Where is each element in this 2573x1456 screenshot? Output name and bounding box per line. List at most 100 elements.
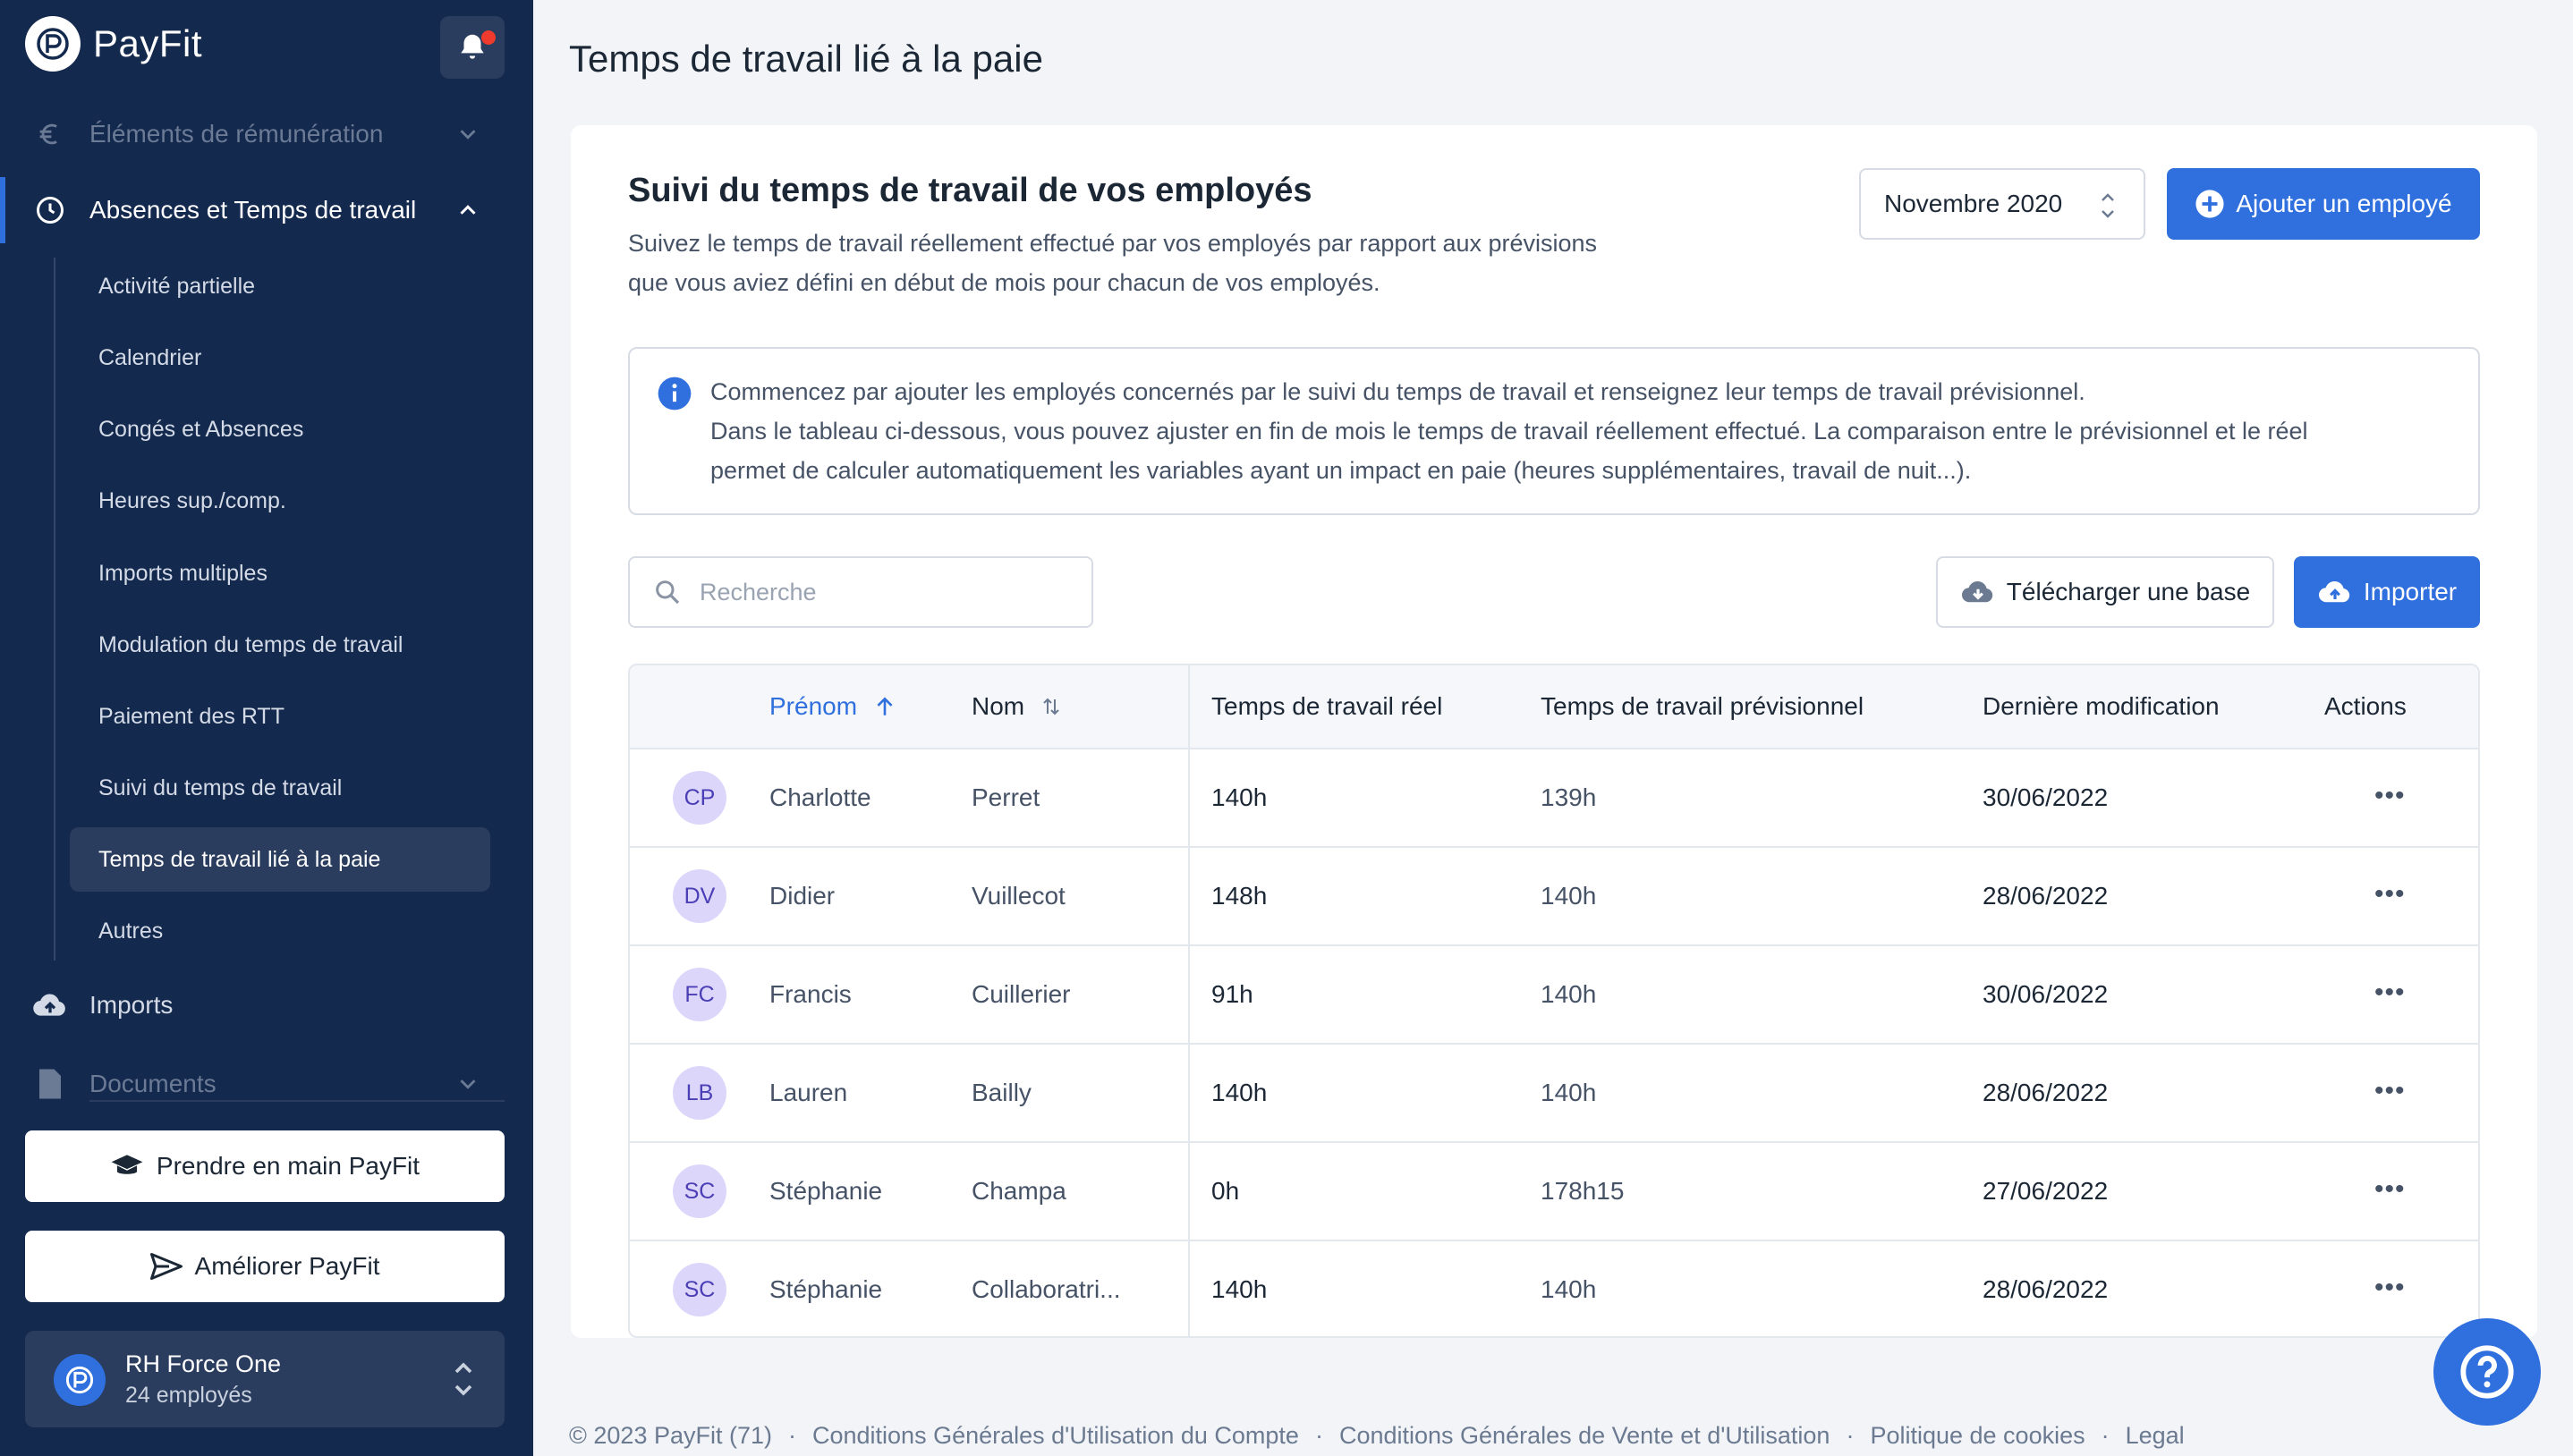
footer-link-cgu[interactable]: Conditions Générales d'Utilisation du Co… [812,1422,1299,1449]
more-actions-icon[interactable]: ••• [2374,879,2406,909]
time-tracking-card: Suivi du temps de travail de vos employé… [571,125,2537,1338]
table-row[interactable]: FC Francis Cuillerier 91h 140h 30/06/202… [630,946,2478,1045]
cell-real-time[interactable]: 140h [1211,783,1268,811]
sidebar-item-paiement-rtt[interactable]: Paiement des RTT [98,703,284,729]
column-header-label: Prénom [769,692,858,720]
cell-last-name: Champa [972,1177,1066,1205]
avatar: DV [673,869,726,923]
more-actions-icon[interactable]: ••• [2374,1174,2406,1204]
footer-link-legal[interactable]: Legal [2125,1422,2185,1449]
company-name: RH Force One [125,1350,282,1377]
sidebar-item-heures-sup[interactable]: Heures sup./comp. [98,487,286,513]
info-text-line: Dans le tableau ci-dessous, vous pouvez … [710,418,2308,444]
footer-link-cookies[interactable]: Politique de cookies [1870,1422,2085,1449]
column-header-first-name[interactable]: Prénom [769,692,896,721]
onboarding-label: Prendre en main PayFit [156,1152,420,1180]
cell-last-modified: 27/06/2022 [1983,1177,2109,1205]
notifications-button[interactable] [440,16,505,79]
sidebar-item-imports-multiples[interactable]: Imports multiples [98,560,267,586]
nav-documents[interactable]: Documents [0,1057,533,1111]
download-base-button[interactable]: Télécharger une base [1936,556,2274,628]
cell-real-time[interactable]: 148h [1211,882,1268,910]
cell-first-name: Stéphanie [769,1275,883,1303]
cell-last-name: Collaboratri... [972,1275,1121,1303]
avatar: CP [673,771,726,825]
help-button[interactable] [2433,1318,2541,1426]
table-row[interactable]: SC Stéphanie Champa 0h 178h15 27/06/2022… [630,1143,2478,1241]
info-text-line: Commencez par ajouter les employés conce… [710,378,2085,405]
card-title: Suivi du temps de travail de vos employé… [628,172,1312,209]
cell-last-name: Bailly [972,1079,1032,1106]
improve-label: Améliorer PayFit [194,1252,380,1280]
company-switcher[interactable]: RH Force One 24 employés [25,1331,505,1427]
table-row[interactable]: LB Lauren Bailly 140h 140h 28/06/2022 ••… [630,1045,2478,1143]
cell-real-time[interactable]: 140h [1211,1275,1268,1303]
sidebar-item-conges[interactable]: Congés et Absences [98,416,304,442]
cell-last-modified: 30/06/2022 [1983,783,2109,811]
footer-copyright: © 2023 PayFit (71) [569,1422,772,1449]
avatar: LB [673,1066,726,1120]
chevron-up-icon [460,205,476,215]
sidebar-item-suivi-temps[interactable]: Suivi du temps de travail [98,775,343,800]
avatar: SC [673,1164,726,1218]
add-employee-label: Ajouter un employé [2236,190,2452,217]
more-actions-icon[interactable]: ••• [2374,1076,2406,1105]
sidebar-item-temps-paie[interactable]: Temps de travail lié à la paie [70,827,490,892]
card-description-line: Suivez le temps de travail réellement ef… [628,230,1598,257]
euro-icon [32,116,68,152]
cell-real-time[interactable]: 140h [1211,1079,1268,1106]
cloud-upload-icon [32,987,68,1023]
document-icon [32,1066,68,1102]
cell-real-time[interactable]: 91h [1211,980,1253,1008]
month-select[interactable]: Novembre 2020 [1859,168,2145,240]
chevron-updown-icon [2102,193,2114,218]
chevron-updown-icon [454,1362,472,1396]
cell-planned-time: 140h [1541,1275,1597,1303]
cloud-upload-icon [2318,581,2350,603]
column-header-last-name[interactable]: Nom [972,692,1062,721]
cell-first-name: Francis [769,980,852,1008]
table-header: Prénom Nom Temps de travail réel Temps d… [630,665,2478,749]
more-actions-icon[interactable]: ••• [2374,1273,2406,1302]
plus-circle-icon [2195,190,2224,218]
search-icon [656,580,680,605]
table-row[interactable]: CP Charlotte Perret 140h 139h 30/06/2022… [630,749,2478,848]
active-section-indicator [0,177,5,243]
sidebar-item-calendrier[interactable]: Calendrier [98,344,202,370]
sidebar-item-activite-partielle[interactable]: Activité partielle [98,273,256,299]
search-input[interactable] [700,574,1075,610]
sort-icon [1043,698,1059,715]
sidebar-item-modulation[interactable]: Modulation du temps de travail [98,631,403,657]
nav-remuneration[interactable]: Éléments de rémunération [0,107,533,161]
add-employee-button[interactable]: Ajouter un employé [2167,168,2480,240]
footer-link-cgv[interactable]: Conditions Générales de Vente et d'Utili… [1338,1422,1830,1449]
column-divider [1188,665,1190,1336]
nav-imports[interactable]: Imports [0,978,533,1032]
cell-planned-time: 178h15 [1541,1177,1625,1205]
sidebar-item-autres[interactable]: Autres [98,918,164,944]
notification-dot [481,30,496,45]
more-actions-icon[interactable]: ••• [2374,781,2406,810]
onboarding-button[interactable]: Prendre en main PayFit [25,1130,505,1202]
brand-name: PayFit [93,22,203,64]
table-row[interactable]: DV Didier Vuillecot 148h 140h 28/06/2022… [630,848,2478,946]
info-text: Commencez par ajouter les employés conce… [710,372,2464,490]
employees-table: Prénom Nom Temps de travail réel Temps d… [628,664,2480,1338]
table-row[interactable]: SC Stéphanie Collaboratri... 140h 140h 2… [630,1241,2478,1336]
cell-first-name: Stéphanie [769,1177,883,1205]
footer: © 2023 PayFit (71) · Conditions Générales … [569,1422,2185,1449]
month-value: Novembre 2020 [1884,190,2063,217]
cell-last-name: Cuillerier [972,980,1071,1008]
submenu-line [54,258,55,961]
improve-payfit-button[interactable]: Améliorer PayFit [25,1231,505,1302]
bell-icon [461,34,484,59]
more-actions-icon[interactable]: ••• [2374,978,2406,1007]
info-banner: Commencez par ajouter les employés conce… [628,347,2480,515]
payfit-logo[interactable]: PayFit [25,16,202,72]
card-description: Suivez le temps de travail réellement ef… [628,224,1702,302]
import-button[interactable]: Importer [2294,556,2480,628]
nav-absences[interactable]: Absences et Temps de travail [0,179,533,241]
chevron-down-icon [460,130,476,140]
cell-real-time[interactable]: 0h [1211,1177,1240,1205]
column-header-last-modified: Dernière modification [1983,692,2220,720]
